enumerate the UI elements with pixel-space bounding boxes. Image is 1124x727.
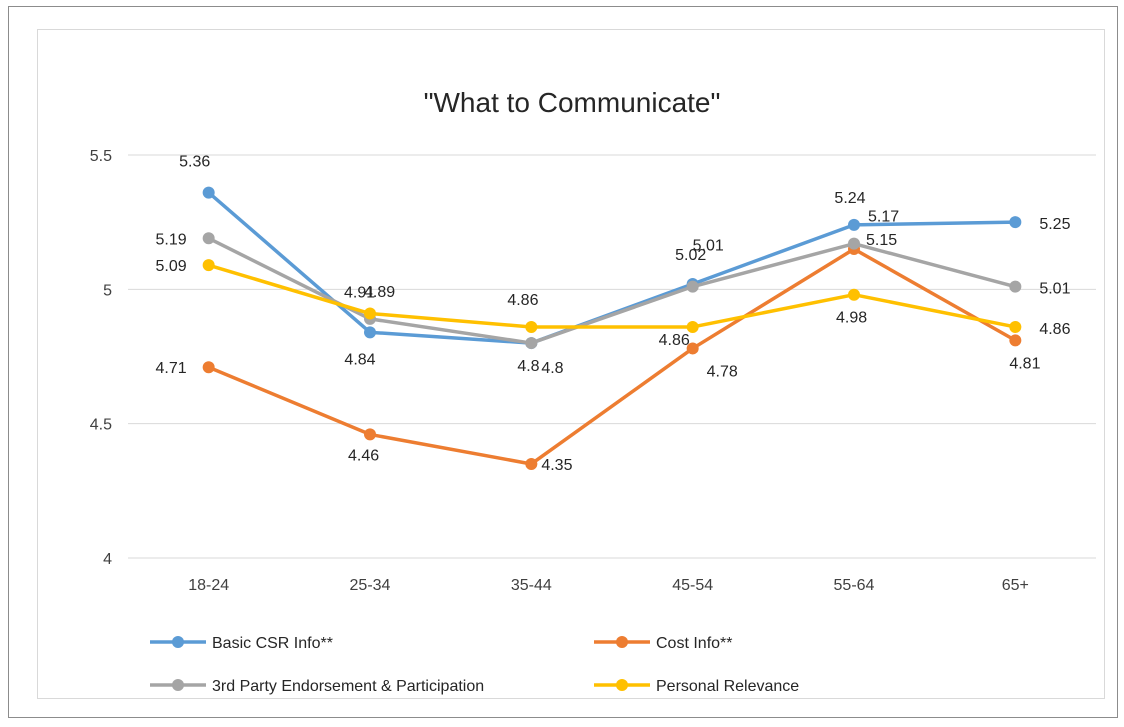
legend-item[interactable]: 3rd Party Endorsement & Participation [150, 678, 484, 695]
data-label: 4.98 [836, 310, 867, 327]
series-3 [202, 259, 1022, 333]
series-1 [202, 243, 1022, 470]
y-tick-label: 4.5 [90, 417, 112, 434]
data-label: 5.01 [1039, 281, 1070, 298]
y-tick-label: 5 [103, 282, 112, 299]
legend-item[interactable]: Cost Info** [594, 635, 732, 652]
data-label: 5.02 [675, 247, 706, 264]
series-2 [202, 232, 1022, 350]
legend-label: Cost Info** [656, 635, 732, 652]
series-line [207, 247, 1017, 466]
data-point[interactable] [202, 232, 215, 245]
data-point[interactable] [525, 337, 538, 350]
data-point[interactable] [848, 288, 860, 301]
data-label: 4.86 [507, 292, 538, 309]
data-label: 4.86 [659, 332, 690, 349]
data-point[interactable] [364, 428, 376, 441]
line-chart: "What to Communicate" 4 4.5 5 5.5 18-24 25-3… [90, 87, 1096, 695]
data-label: 4.8 [517, 358, 539, 375]
legend-swatch-marker [172, 679, 184, 691]
data-point[interactable] [525, 320, 538, 333]
y-axis-ticks: 4 4.5 5 5.5 [90, 148, 112, 568]
data-label: 5.24 [834, 190, 865, 207]
chart-area: "What to Communicate" 4 4.5 5 5.5 18-24 25-3… [37, 29, 1105, 699]
data-point[interactable] [364, 307, 376, 320]
y-tick-label: 4 [103, 551, 112, 568]
data-label: 4.71 [156, 360, 187, 377]
data-label: 5.01 [693, 238, 724, 255]
data-label: 5.09 [156, 258, 187, 275]
data-label: 5.17 [868, 209, 899, 226]
legend-swatch-marker [172, 636, 184, 648]
data-label: 4.78 [707, 363, 738, 380]
chart-title: "What to Communicate" [424, 87, 721, 118]
series-layer [202, 186, 1022, 470]
x-tick-label: 55-64 [834, 577, 875, 594]
legend-item[interactable]: Personal Relevance [594, 678, 799, 695]
legend-label: 3rd Party Endorsement & Participation [212, 678, 484, 695]
data-point[interactable] [848, 218, 860, 231]
data-label: 4.89 [364, 284, 395, 301]
data-point[interactable] [1009, 280, 1022, 293]
legend-swatch-marker [616, 679, 628, 691]
x-tick-label: 45-54 [672, 577, 713, 594]
legend-item[interactable]: Basic CSR Info** [150, 635, 333, 652]
y-tick-label: 5.5 [90, 148, 112, 165]
legend[interactable]: Basic CSR Info** Cost Info** 3rd Party End… [150, 635, 799, 695]
x-tick-label: 65+ [1002, 577, 1029, 594]
data-point[interactable] [686, 280, 699, 293]
data-labels: 5.36 4.84 4.8 5.02 5.24 5.25 4.71 4.46 4.35 4.78 5… [156, 154, 1071, 474]
x-tick-label: 25-34 [350, 577, 391, 594]
data-label: 5.36 [179, 154, 210, 171]
x-axis-ticks: 18-24 25-34 35-44 45-54 55-64 65+ [188, 577, 1029, 594]
data-point[interactable] [525, 457, 538, 470]
data-label: 5.25 [1039, 216, 1070, 233]
gridlines [128, 154, 1096, 559]
data-label: 4.86 [1039, 321, 1070, 338]
data-point[interactable] [686, 320, 699, 333]
x-tick-label: 35-44 [511, 577, 552, 594]
data-label: 5.19 [156, 231, 187, 248]
legend-swatch-marker [616, 636, 628, 648]
data-label: 4.35 [541, 457, 572, 474]
chart-frame: "What to Communicate" 4 4.5 5 5.5 18-24 25-3… [8, 6, 1118, 718]
data-point[interactable] [202, 259, 215, 272]
data-point[interactable] [1009, 216, 1022, 229]
data-point[interactable] [1009, 334, 1022, 347]
legend-label: Personal Relevance [656, 678, 799, 695]
data-point[interactable] [1009, 320, 1022, 333]
data-label: 4.84 [344, 351, 375, 368]
data-point[interactable] [202, 186, 215, 199]
legend-label: Basic CSR Info** [212, 635, 333, 652]
series-line [208, 263, 1016, 329]
data-point[interactable] [686, 342, 699, 355]
data-point[interactable] [364, 326, 376, 339]
data-label: 4.81 [1009, 355, 1040, 372]
data-point[interactable] [848, 237, 860, 250]
data-label: 4.8 [541, 360, 563, 377]
data-label: 4.91 [344, 285, 375, 302]
data-label: 4.46 [348, 447, 379, 464]
x-tick-label: 18-24 [188, 577, 229, 594]
data-label: 5.15 [866, 232, 897, 249]
data-point[interactable] [202, 361, 215, 374]
